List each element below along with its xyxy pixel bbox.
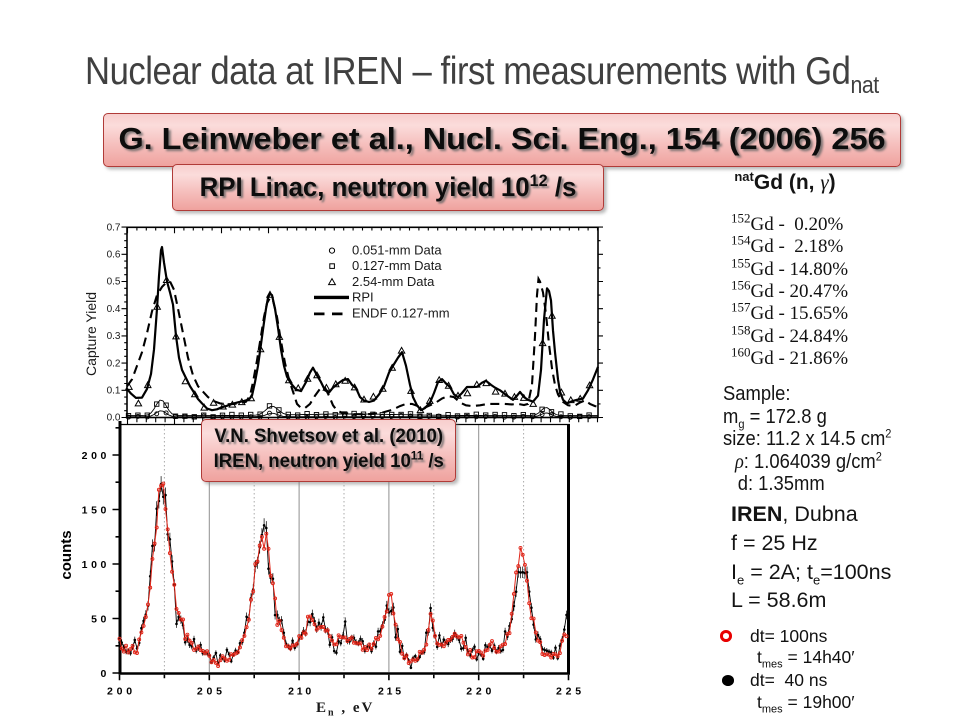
svg-text:0.0: 0.0 <box>107 413 121 424</box>
svg-text:0: 0 <box>101 668 110 680</box>
svg-text:0.1: 0.1 <box>107 386 121 397</box>
svg-text:225: 225 <box>556 686 585 698</box>
svg-text:100: 100 <box>82 559 110 571</box>
svg-text:RPI: RPI <box>352 290 374 305</box>
svg-text:0.2: 0.2 <box>107 358 121 369</box>
svg-text:210: 210 <box>288 686 314 698</box>
svg-text:50: 50 <box>91 614 110 626</box>
svg-text:En , eV: En , eV <box>316 700 374 719</box>
svg-text:0.6: 0.6 <box>107 250 121 261</box>
svg-text:0.4: 0.4 <box>107 304 121 315</box>
svg-text:215: 215 <box>378 686 404 698</box>
svg-text:counts: counts <box>58 530 75 579</box>
svg-text:0.051-mm Data: 0.051-mm Data <box>352 243 442 258</box>
svg-text:200: 200 <box>107 686 136 698</box>
svg-text:0.5: 0.5 <box>107 277 121 288</box>
svg-text:150: 150 <box>82 505 110 517</box>
svg-text:2.54-mm Data: 2.54-mm Data <box>352 274 435 289</box>
svg-text:0.127-mm Data: 0.127-mm Data <box>352 258 442 273</box>
svg-text:0.3: 0.3 <box>107 331 121 342</box>
svg-text:200: 200 <box>82 450 110 462</box>
svg-text:Capture Yield: Capture Yield <box>83 292 99 376</box>
svg-text:ENDF 0.127-mm: ENDF 0.127-mm <box>352 306 450 321</box>
svg-text:0.7: 0.7 <box>107 222 121 233</box>
svg-text:205: 205 <box>197 686 226 698</box>
svg-text:220: 220 <box>466 686 495 698</box>
